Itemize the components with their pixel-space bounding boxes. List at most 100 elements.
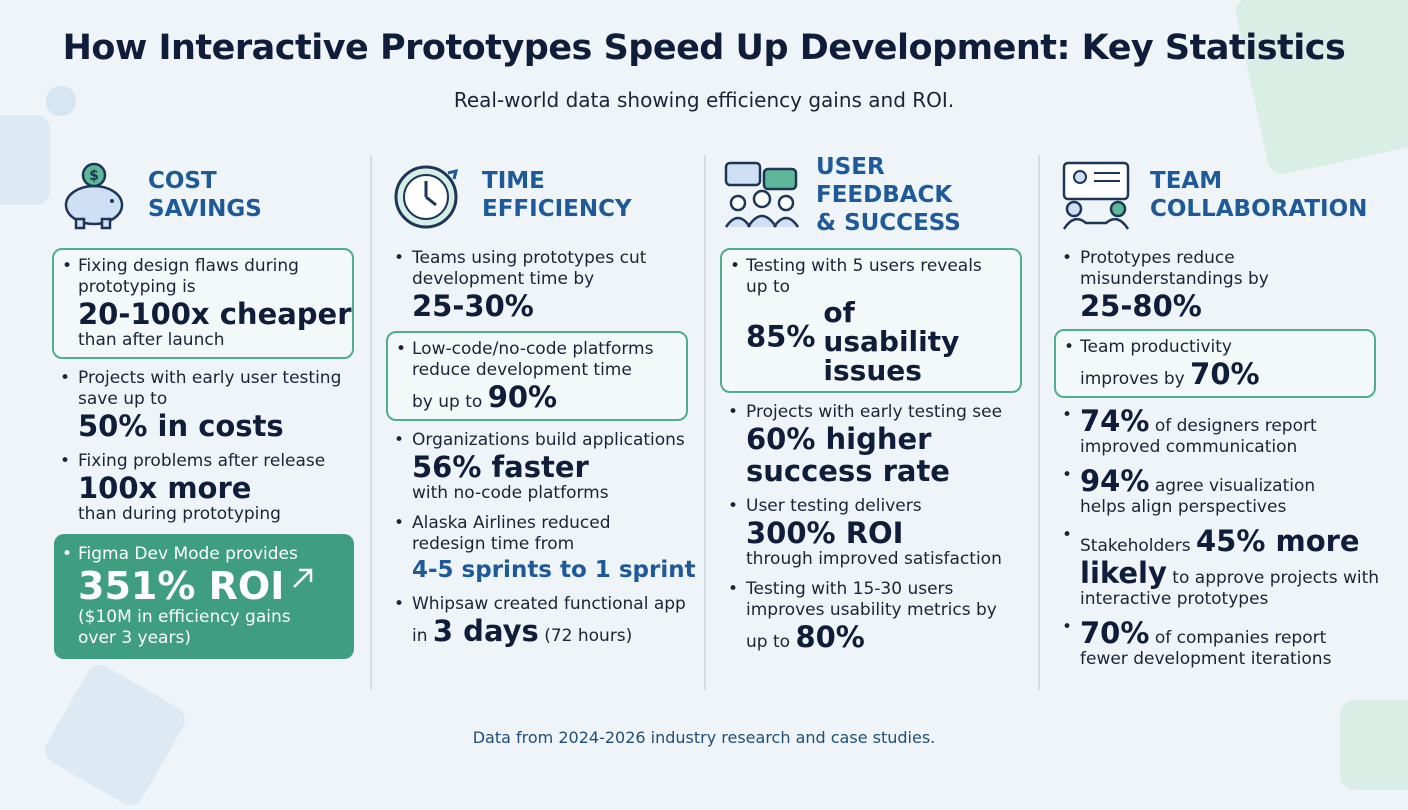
stat-figure: 351% ROI	[78, 564, 285, 608]
column: USER FEEDBACK& SUCCESS Testing with 5 use…	[720, 150, 1022, 654]
text-line: 25-30%	[412, 290, 688, 322]
column-heading: TEAM COLLABORATION	[1056, 150, 1376, 240]
text-line: 300% ROI	[746, 517, 1022, 549]
text: Stakeholders	[1080, 536, 1196, 556]
text-line: improves usability metrics by	[746, 600, 1022, 621]
text: ($10M in efficiency gains	[78, 607, 291, 627]
text: save up to	[78, 389, 168, 409]
text-line: 74% of designers report	[1080, 405, 1376, 437]
page-title: How Interactive Prototypes Speed Up Deve…	[62, 28, 1346, 68]
text: prototyping is	[78, 277, 196, 297]
stat-figure: 4-5 sprints to 1 sprint	[412, 557, 696, 583]
text-line: than during prototyping	[78, 504, 354, 525]
stat-figure: 3 days	[432, 614, 539, 648]
text-line: development time by	[412, 269, 688, 290]
text: with no-code platforms	[412, 483, 609, 503]
svg-text:$: $	[89, 168, 99, 184]
text-line: Teams using prototypes cut	[412, 248, 688, 269]
text-line: prototyping is	[78, 277, 342, 298]
text: agree visualization	[1149, 476, 1316, 496]
text: up to	[746, 277, 791, 297]
text-line: 94% agree visualization	[1080, 465, 1376, 497]
text-line: Organizations build applications	[412, 430, 688, 451]
text-line: Fixing problems after release	[78, 451, 354, 472]
text: Testing with 15-30 users	[746, 579, 954, 599]
text-line: Projects with early user testing	[78, 368, 354, 389]
arrow-icon	[293, 568, 313, 588]
column-icon	[1062, 161, 1130, 230]
stat-figure: 25-30%	[412, 289, 534, 323]
text: Team productivity	[1080, 337, 1232, 357]
text: over 3 years)	[78, 628, 191, 648]
stat-figure: 90%	[487, 380, 558, 414]
text: development time by	[412, 269, 595, 289]
stat-figure: 56% faster	[412, 450, 589, 484]
text: to approve projects with	[1166, 568, 1380, 588]
text-line: save up to	[78, 389, 354, 410]
column-title-line: TEAM	[1150, 168, 1223, 194]
stat-figure: 70%	[1190, 357, 1260, 391]
text-line: 70% of companies report	[1080, 617, 1376, 649]
text: Projects with early user testing	[78, 368, 342, 388]
stat-figure: 20-100x cheaper	[78, 297, 352, 331]
text-line: Testing with 5 users reveals	[746, 256, 1010, 277]
text: improves usability metrics by	[746, 600, 997, 620]
text-line: interactive prototypes	[1080, 589, 1376, 610]
text-line: Fixing design flaws during	[78, 256, 342, 277]
text: reduce development time	[412, 360, 632, 380]
text: of designers report	[1149, 416, 1317, 436]
text-line: 85%of usability issues	[746, 298, 1010, 385]
divider	[704, 155, 706, 690]
page: How Interactive Prototypes Speed Up Deve…	[0, 0, 1408, 768]
column-title-line: USER FEEDBACK	[816, 154, 953, 208]
text: Teams using prototypes cut	[412, 248, 647, 268]
stat-figure: 74%	[1080, 404, 1150, 438]
text-line: redesign time from	[412, 534, 688, 555]
text-line: Team productivity	[1080, 337, 1364, 358]
column-title: COST SAVINGS	[148, 167, 262, 223]
column-title: USER FEEDBACK & SUCCESS	[816, 153, 1022, 237]
column-title-line: COLLABORATION	[1150, 196, 1368, 222]
text-line: improved communication	[1080, 437, 1376, 458]
column-heading: TIME EFFICIENCY	[388, 150, 688, 240]
stat-figure: likely	[1080, 556, 1167, 590]
text-line: 4-5 sprints to 1 sprint	[412, 555, 696, 585]
column-icon	[724, 161, 800, 228]
text-line: Whipsaw created functional app	[412, 594, 688, 615]
column-icon	[394, 165, 459, 229]
text-line: than after launch	[78, 330, 342, 351]
text-line: improves by 70%	[1080, 358, 1364, 390]
stat-figure: 300% ROI	[746, 516, 904, 550]
stat-figure: 80%	[795, 620, 865, 654]
text-line: Stakeholders 45% more	[1080, 525, 1376, 557]
text: interactive prototypes	[1080, 589, 1269, 609]
stat-figure: of usability issues	[823, 296, 960, 387]
column-heading: $ COST SAVINGS	[54, 150, 354, 240]
stat-figure: 45% more	[1195, 524, 1360, 558]
column-icon: $	[64, 162, 124, 230]
text: through improved satisfaction	[746, 549, 1002, 569]
text: Alaska Airlines reduced	[412, 513, 611, 533]
column-title-line: SAVINGS	[148, 196, 262, 222]
stat-figure: 50% in costs	[78, 409, 284, 443]
text-line: User testing delivers	[746, 496, 1022, 517]
stat-figure: 70%	[1080, 616, 1150, 650]
text-line: helps align perspectives	[1080, 497, 1376, 518]
divider	[370, 155, 372, 690]
